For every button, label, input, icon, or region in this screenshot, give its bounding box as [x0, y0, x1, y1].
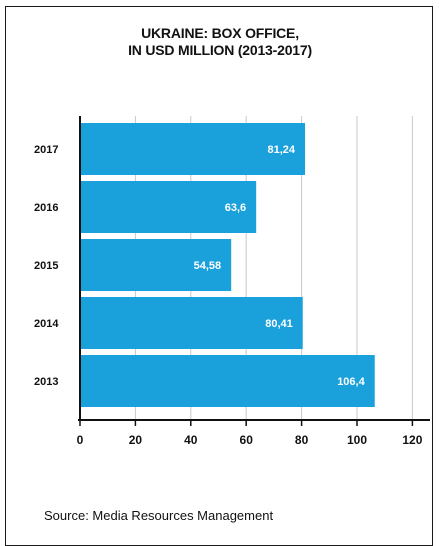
category-label: 2017	[34, 144, 58, 156]
x-tick-label: 0	[77, 433, 84, 447]
category-label: 2013	[34, 376, 58, 388]
bar	[80, 181, 257, 233]
chart-title-line-2: IN USD MILLION (2013-2017)	[128, 42, 312, 58]
bar-value-label: 63,6	[225, 202, 246, 214]
x-tick-label: 80	[295, 433, 309, 447]
bar-value-label: 54,58	[194, 260, 222, 272]
bar-chart: 81,24 2017 63,6 2016 54,58 2015 80,41 2014 106,4…	[34, 116, 430, 447]
chart-title-line-1: UKRAINE: BOX OFFICE,	[141, 25, 299, 41]
bar	[80, 123, 306, 175]
bar-value-label: 81,24	[268, 144, 296, 156]
bar	[80, 355, 375, 407]
category-label: 2015	[34, 260, 58, 272]
x-tick-label: 20	[129, 433, 143, 447]
category-label: 2016	[34, 202, 58, 214]
x-tick-label: 100	[347, 433, 367, 447]
x-tick-label: 40	[184, 433, 198, 447]
x-tick-label: 120	[402, 433, 422, 447]
category-label: 2014	[34, 318, 59, 330]
source-note: Source: Media Resources Management	[44, 508, 274, 523]
chart-title: UKRAINE: BOX OFFICE, IN USD MILLION (201…	[0, 25, 440, 59]
x-tick-label: 60	[240, 433, 254, 447]
bar-value-label: 80,41	[265, 318, 293, 330]
bar	[80, 297, 303, 349]
bar	[80, 239, 232, 291]
bar-value-label: 106,4	[337, 376, 365, 388]
